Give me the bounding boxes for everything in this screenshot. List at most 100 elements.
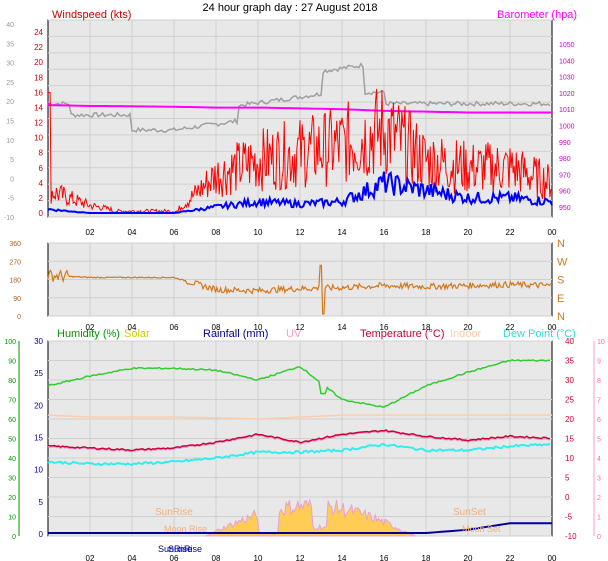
baro-tick-label: 1030 xyxy=(559,75,575,82)
uv-label: UV xyxy=(286,328,302,340)
dewpoint-line xyxy=(47,442,551,467)
wind-axis-label: Windspeed (kts) xyxy=(52,9,131,21)
humidity-tick-label: 0 xyxy=(12,534,16,541)
uv-tick-label: 9 xyxy=(597,359,601,366)
humidity-tick-label: 20 xyxy=(8,495,16,502)
solar-area xyxy=(205,499,418,537)
wind-tick-label: 14 xyxy=(34,103,43,112)
x-tick-label-top: 20 xyxy=(464,228,473,237)
x-tick-label-bot: 02 xyxy=(86,554,95,561)
outer-tick-label: 20 xyxy=(6,99,14,106)
wind-tick-label: 22 xyxy=(34,43,43,52)
temperature-tick-label: 40 xyxy=(565,337,574,346)
humidity-tick-label: 80 xyxy=(8,378,16,385)
axis-ticks: 1009080706050403020100302520151050403530… xyxy=(4,337,605,541)
outer-tick-label: 10 xyxy=(6,138,14,145)
x-tick-label-mid: 06 xyxy=(170,323,179,332)
outer-tick-label: -5 xyxy=(8,196,14,203)
direction-tick-label: 360 xyxy=(9,241,21,248)
x-tick-label-bot: 14 xyxy=(338,554,347,561)
x-tick-label-top: 04 xyxy=(128,228,137,237)
panel-wind-baro: Windspeed (kts) Barometer (hpa) 40353025… xyxy=(4,9,577,222)
humidity-tick-label: 100 xyxy=(4,339,16,346)
x-tick-label-bot: 16 xyxy=(380,554,389,561)
gust-line xyxy=(48,88,552,215)
rain-tick-label: 0 xyxy=(39,530,44,539)
indoor-line xyxy=(47,414,552,420)
sunset-label: SunSet xyxy=(453,507,486,518)
baro-tick-label: 1000 xyxy=(559,124,575,131)
baro-tick-label: 970 xyxy=(559,172,571,179)
outer-tick-label: 15 xyxy=(6,119,14,126)
series xyxy=(47,359,552,537)
uv-tick-label: 4 xyxy=(597,456,601,463)
wind-tick-label: 2 xyxy=(39,194,44,203)
x-tick-label-bot: 00 xyxy=(548,554,557,561)
outer-tick-label: 0 xyxy=(10,176,14,183)
compass-label: N xyxy=(557,311,565,323)
x-axis-ticks: 02 04 06 08 10 12 14 16 18 20 22 00 02 04 06 08 10 12 14 16… xyxy=(86,228,557,561)
uv-tick-label: 3 xyxy=(597,476,601,483)
uv-tick-label: 6 xyxy=(597,417,601,424)
wind-tick-label: 12 xyxy=(34,119,43,128)
uv-tick-label: 7 xyxy=(597,398,601,405)
moonset-label: Moon Set xyxy=(462,524,501,534)
x-tick-label-mid: 00 xyxy=(548,323,557,332)
series xyxy=(47,62,553,215)
x-tick-label-mid: 10 xyxy=(254,323,263,332)
x-tick-label-bot: 08 xyxy=(212,554,221,561)
wind-tick-label: 0 xyxy=(39,209,44,218)
rainfall-line xyxy=(48,522,552,534)
x-tick-label-top: 06 xyxy=(170,228,179,237)
compass-label: N xyxy=(557,238,565,250)
rain-tick-label: 10 xyxy=(34,466,43,475)
rain-tick-label: 20 xyxy=(34,401,43,410)
bottom-sunrise-label-2: SunRise xyxy=(168,544,202,554)
uv-tick-label: 8 xyxy=(597,378,601,385)
outer-tick-label: 40 xyxy=(6,22,14,29)
x-tick-label-top: 16 xyxy=(380,228,389,237)
temperature-tick-label: -10 xyxy=(565,532,577,541)
wind-tick-label: 6 xyxy=(39,164,44,173)
direction-tick-label: 0 xyxy=(17,314,21,321)
x-tick-label-mid: 02 xyxy=(86,323,95,332)
baro-tick-label: 960 xyxy=(559,189,571,196)
series xyxy=(47,264,553,315)
baro-tick-label: 1020 xyxy=(559,91,575,98)
humidity-tick-label: 60 xyxy=(8,417,16,424)
gray-series-line xyxy=(47,62,551,133)
x-tick-label-bot: 18 xyxy=(422,554,431,561)
temperature-tick-label: 25 xyxy=(565,396,574,405)
temperature-tick-label: 30 xyxy=(565,376,574,385)
x-tick-label-mid: 22 xyxy=(506,323,515,332)
humidity-line xyxy=(47,359,550,408)
x-tick-label-bot: 06 xyxy=(170,554,179,561)
temperature-tick-label: 20 xyxy=(565,415,574,424)
temperature-label: Temperature (°C) xyxy=(360,328,444,340)
average-wind-line xyxy=(47,170,553,214)
direction-tick-label: 270 xyxy=(9,259,21,266)
x-tick-label-top: 22 xyxy=(506,228,515,237)
x-tick-label-mid: 16 xyxy=(380,323,389,332)
rain-tick-label: 25 xyxy=(34,369,43,378)
x-tick-label-bot: 04 xyxy=(128,554,137,561)
x-tick-label-mid: 20 xyxy=(464,323,473,332)
temperature-line xyxy=(47,429,551,452)
wind-tick-label: 20 xyxy=(34,58,43,67)
chart-title: 24 hour graph day : 27 August 2018 xyxy=(203,2,378,14)
panel-temperature: Humidity (%) Solar Rainfall (mm) UV Temp… xyxy=(4,328,605,554)
barometer-line xyxy=(47,102,552,114)
indoor-label: Indoor xyxy=(450,328,482,340)
baro-tick-label: 990 xyxy=(559,140,571,147)
x-tick-label-mid: 18 xyxy=(422,323,431,332)
compass-label: E xyxy=(557,293,564,305)
x-tick-label-top: 18 xyxy=(422,228,431,237)
bottom-sunrise-label: SunRise xyxy=(158,544,192,554)
x-tick-label-top: 02 xyxy=(86,228,95,237)
temperature-tick-label: 15 xyxy=(565,435,574,444)
humidity-tick-label: 30 xyxy=(8,476,16,483)
baro-tick-label: 980 xyxy=(559,156,571,163)
compass-label: W xyxy=(557,256,568,268)
